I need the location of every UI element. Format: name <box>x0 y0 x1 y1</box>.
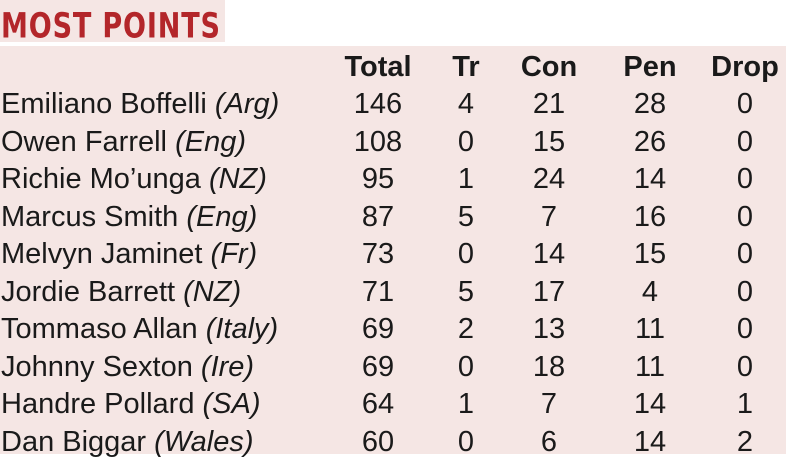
stats-table <box>0 46 786 454</box>
player-team: (NZ) <box>183 275 242 308</box>
tr-cell: 1 <box>457 388 475 420</box>
total-cell: 69 <box>361 350 395 383</box>
tr-cell: 0 <box>457 425 475 458</box>
con-cell: 21 <box>532 88 566 120</box>
drop-cell: 0 <box>736 125 754 158</box>
player-team: (Eng) <box>175 125 246 158</box>
pen-cell: 14 <box>633 425 667 458</box>
player-name: Marcus Smith <box>1 200 179 233</box>
column-header: Pen <box>623 51 677 83</box>
player-team: (Italy) <box>205 313 279 345</box>
drop-cell: 0 <box>736 238 754 270</box>
total-cell: 69 <box>361 313 395 345</box>
player-cell: Emiliano Boffelli (Arg) <box>1 88 279 121</box>
pen-cell: 4 <box>641 275 659 308</box>
total-cell: 73 <box>361 238 395 270</box>
drop-cell: 2 <box>736 425 754 458</box>
table-row: Johnny Sexton (Ire) 69 0 18 11 0 <box>0 351 786 389</box>
con-cell: 14 <box>532 238 566 270</box>
drop-cell: 0 <box>736 88 754 120</box>
player-name: Tommaso Allan <box>1 313 198 345</box>
player-name: Richie Mo’unga <box>1 163 201 195</box>
pen-cell: 28 <box>633 88 667 120</box>
tr-cell: 5 <box>457 275 475 308</box>
pen-cell: 14 <box>633 388 667 420</box>
player-team: (NZ) <box>208 163 267 195</box>
total-cell: 71 <box>361 275 395 308</box>
title-banner: MOST POINTS <box>0 0 225 46</box>
drop-cell: 0 <box>736 275 754 308</box>
con-cell: 18 <box>532 350 566 383</box>
player-cell: Owen Farrell (Eng) <box>1 126 246 159</box>
player-team: (Ire) <box>200 350 255 383</box>
tr-cell: 2 <box>457 313 475 345</box>
total-cell: 146 <box>353 88 403 120</box>
con-cell: 7 <box>540 388 558 420</box>
player-cell: Dan Biggar (Wales) <box>1 426 254 459</box>
drop-cell: 0 <box>736 200 754 233</box>
table-row: Marcus Smith (Eng) 87 5 7 16 0 <box>0 201 786 239</box>
drop-cell: 0 <box>736 163 754 195</box>
player-team: (SA) <box>202 388 261 420</box>
column-header: Total <box>344 51 412 83</box>
table-header: Total Tr Con Pen Drop <box>0 51 786 89</box>
tr-cell: 5 <box>457 200 475 233</box>
pen-cell: 15 <box>633 238 667 270</box>
player-name: Dan Biggar <box>1 425 147 458</box>
player-cell: Jordie Barrett (NZ) <box>1 276 241 309</box>
player-cell: Melvyn Jaminet (Fr) <box>1 238 257 271</box>
player-team: (Arg) <box>214 88 280 120</box>
con-cell: 7 <box>540 200 558 233</box>
player-name: Owen Farrell <box>1 125 167 158</box>
player-name: Johnny Sexton <box>1 350 193 383</box>
pen-cell: 11 <box>634 350 666 383</box>
con-cell: 15 <box>532 125 566 158</box>
pen-cell: 26 <box>633 125 667 158</box>
total-cell: 64 <box>361 388 395 420</box>
con-cell: 13 <box>532 313 566 345</box>
player-cell: Handre Pollard (SA) <box>1 388 261 421</box>
column-header: Tr <box>452 51 480 83</box>
table-row: Owen Farrell (Eng) 108 0 15 26 0 <box>0 126 786 164</box>
tr-cell: 0 <box>457 125 475 158</box>
tr-cell: 4 <box>457 88 475 120</box>
con-cell: 17 <box>532 275 566 308</box>
pen-cell: 14 <box>633 163 667 195</box>
tr-cell: 0 <box>457 350 475 383</box>
total-cell: 60 <box>361 425 395 458</box>
total-cell: 87 <box>361 200 395 233</box>
total-cell: 108 <box>353 125 403 158</box>
player-cell: Richie Mo’unga (NZ) <box>1 163 267 196</box>
pen-cell: 16 <box>633 200 667 233</box>
drop-cell: 1 <box>736 388 754 420</box>
table-row: Jordie Barrett (NZ) 71 5 17 4 0 <box>0 276 786 314</box>
tr-cell: 1 <box>457 163 475 195</box>
table-row: Richie Mo’unga (NZ) 95 1 24 14 0 <box>0 163 786 201</box>
con-cell: 24 <box>532 163 566 195</box>
tr-cell: 0 <box>457 238 475 270</box>
player-team: (Fr) <box>210 238 258 270</box>
drop-cell: 0 <box>736 313 754 345</box>
player-cell: Tommaso Allan (Italy) <box>1 313 278 346</box>
player-cell: Johnny Sexton (Ire) <box>1 351 254 384</box>
column-header: Con <box>520 51 578 83</box>
column-header: Drop <box>711 51 779 83</box>
player-name: Handre Pollard <box>1 388 195 420</box>
player-team: (Wales) <box>154 425 254 458</box>
table-row: Tommaso Allan (Italy) 69 2 13 11 0 <box>0 313 786 351</box>
player-name: Melvyn Jaminet <box>1 238 203 270</box>
player-name: Jordie Barrett <box>1 275 176 308</box>
total-cell: 95 <box>361 163 395 195</box>
table-row: Emiliano Boffelli (Arg) 146 4 21 28 0 <box>0 88 786 126</box>
pen-cell: 11 <box>634 313 666 345</box>
player-cell: Marcus Smith (Eng) <box>1 201 257 234</box>
table-row: Dan Biggar (Wales) 60 0 6 14 2 <box>0 426 786 464</box>
table-title: MOST POINTS <box>1 5 221 46</box>
player-name: Emiliano Boffelli <box>1 88 207 120</box>
table-row: Melvyn Jaminet (Fr) 73 0 14 15 0 <box>0 238 786 276</box>
table-row: Handre Pollard (SA) 64 1 7 14 1 <box>0 388 786 426</box>
player-team: (Eng) <box>186 200 258 233</box>
drop-cell: 0 <box>736 350 754 383</box>
con-cell: 6 <box>540 425 558 458</box>
